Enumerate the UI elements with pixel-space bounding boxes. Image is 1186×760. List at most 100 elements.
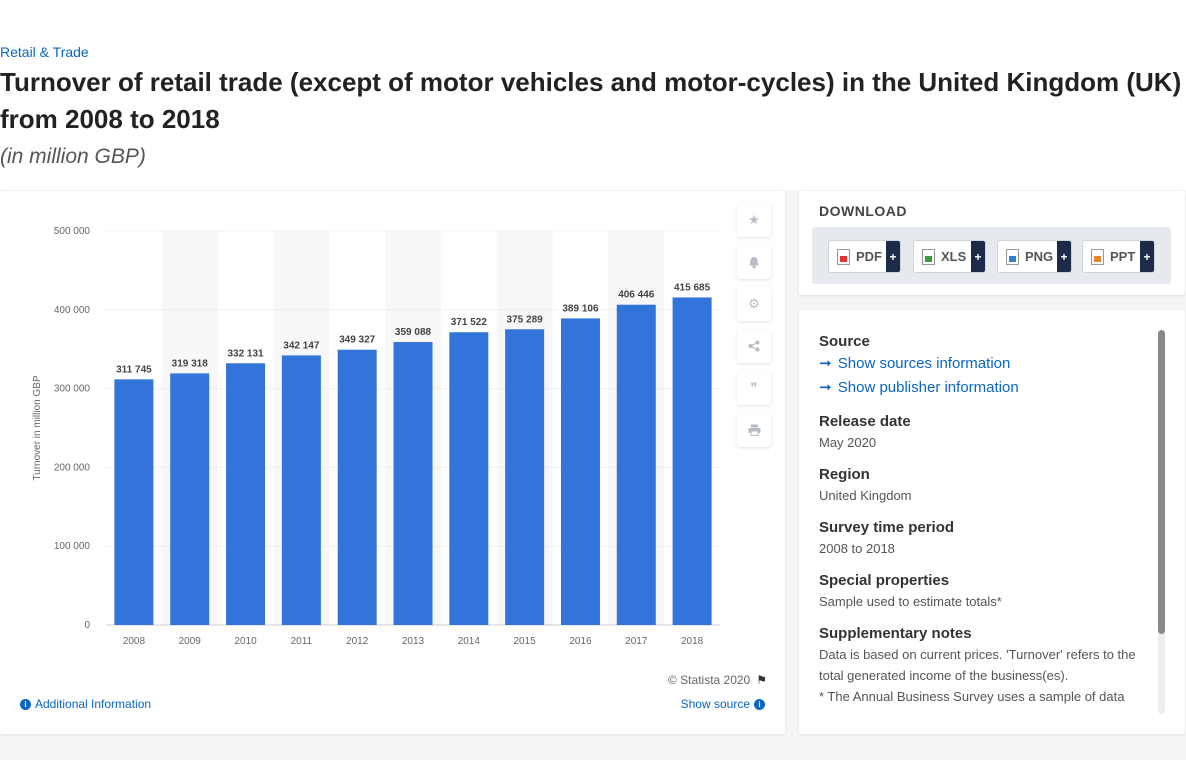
- x-tick-label: 2016: [569, 636, 592, 647]
- data-label: 342 147: [283, 340, 320, 351]
- x-tick-label: 2018: [681, 636, 704, 647]
- arrow-right-icon: ➞: [819, 355, 832, 372]
- source-details: Source ➞ Show sources information ➞ Show…: [819, 332, 1149, 714]
- bar-chart: 0 100 000 200 000 300 000 400 000 500 000 Turn…: [32, 226, 720, 647]
- x-tick-label: 2011: [291, 636, 313, 647]
- chart-tools: ★ ⚙ ❞: [737, 203, 773, 455]
- data-label: 415 685: [674, 282, 711, 293]
- y-tick-label: 400 000: [54, 305, 91, 316]
- y-tick-label: 500 000: [54, 226, 91, 237]
- bar-2009: [170, 373, 210, 625]
- share-icon[interactable]: [737, 329, 771, 363]
- plus-icon[interactable]: +: [1057, 241, 1071, 272]
- download-card: DOWNLOAD PDF + XLS + PNG + PPT +: [799, 191, 1185, 295]
- supplementary-notes-label: Supplementary notes: [819, 625, 972, 642]
- download-ppt-button[interactable]: PPT +: [1082, 240, 1155, 273]
- bar-2014: [449, 332, 489, 625]
- breadcrumb[interactable]: Retail & Trade: [0, 44, 89, 60]
- header-area: Retail & Trade Turnover of retail trade …: [0, 0, 1186, 190]
- x-tick-label: 2015: [514, 636, 537, 647]
- bar-2008: [114, 379, 154, 625]
- special-properties-label: Special properties: [819, 572, 950, 589]
- supplementary-notes-value-2: * The Annual Business Survey uses a samp…: [819, 689, 1125, 704]
- page-title: Turnover of retail trade (except of moto…: [0, 67, 1182, 134]
- bar-2016: [560, 318, 600, 625]
- download-png-label: PNG: [1025, 249, 1054, 264]
- plus-icon[interactable]: +: [1140, 241, 1154, 272]
- info-icon: i: [754, 698, 765, 710]
- bar-2015: [505, 329, 545, 625]
- download-pdf-label: PDF: [856, 249, 882, 264]
- supplementary-notes-value: Data is based on current prices. 'Turnov…: [819, 647, 1136, 683]
- release-date-value: May 2020: [819, 435, 877, 450]
- y-tick-label: 0: [84, 620, 90, 631]
- page-subtitle: (in million GBP): [0, 145, 146, 168]
- data-label: 371 522: [451, 317, 488, 328]
- x-tick-label: 2008: [123, 636, 146, 647]
- star-icon[interactable]: ★: [737, 203, 771, 237]
- show-sources-label: Show sources information: [837, 355, 1011, 372]
- flag-icon[interactable]: ⚑: [756, 673, 767, 687]
- scrollbar-thumb[interactable]: [1158, 330, 1165, 634]
- source-card: Source ➞ Show sources information ➞ Show…: [799, 310, 1185, 734]
- download-png-button[interactable]: PNG +: [997, 240, 1072, 273]
- survey-period-value: 2008 to 2018: [819, 541, 895, 556]
- y-axis-label: Turnover in million GBP: [32, 375, 43, 481]
- x-tick-label: 2010: [234, 636, 257, 647]
- source-label: Source: [819, 333, 870, 350]
- download-bar: PDF + XLS + PNG + PPT +: [812, 227, 1171, 284]
- show-publisher-link[interactable]: ➞ Show publisher information: [819, 376, 1149, 400]
- xls-file-icon: [922, 248, 935, 265]
- bar-2010: [226, 363, 266, 625]
- y-tick-label: 100 000: [54, 541, 91, 552]
- bar-2013: [393, 342, 433, 625]
- credit-text: © Statista 2020: [668, 673, 751, 687]
- bar-2017: [616, 304, 656, 625]
- data-label: 406 446: [618, 290, 655, 301]
- survey-period-label: Survey time period: [819, 519, 955, 536]
- special-properties-value: Sample used to estimate totals*: [819, 594, 1002, 609]
- data-label: 359 088: [395, 327, 432, 338]
- arrow-right-icon: ➞: [819, 379, 832, 396]
- release-date-label: Release date: [819, 413, 911, 430]
- plus-icon[interactable]: +: [971, 241, 985, 272]
- scrollbar[interactable]: [1158, 330, 1165, 714]
- data-label: 319 318: [172, 358, 209, 369]
- data-label: 375 289: [507, 314, 544, 325]
- plus-icon[interactable]: +: [886, 241, 900, 272]
- bar-2011: [281, 355, 321, 625]
- download-ppt-label: PPT: [1110, 249, 1136, 264]
- x-tick-label: 2012: [346, 636, 369, 647]
- png-file-icon: [1006, 248, 1019, 265]
- bell-icon[interactable]: [737, 245, 771, 279]
- x-tick-label: 2014: [458, 636, 481, 647]
- bar-2012: [337, 349, 377, 625]
- data-label: 311 745: [116, 364, 152, 375]
- data-label: 349 327: [339, 335, 376, 346]
- quote-icon[interactable]: ❞: [737, 371, 771, 405]
- download-xls-label: XLS: [941, 249, 967, 264]
- ppt-file-icon: [1091, 248, 1104, 265]
- data-label: 389 106: [562, 303, 599, 314]
- show-source-link[interactable]: Show source i: [681, 697, 765, 711]
- chart-card: 0 100 000 200 000 300 000 400 000 500 000 Turn…: [0, 191, 785, 734]
- region-value: United Kingdom: [819, 488, 912, 503]
- x-tick-label: 2009: [179, 636, 202, 647]
- x-tick-label: 2013: [402, 636, 425, 647]
- region-label: Region: [819, 466, 870, 483]
- y-tick-label: 300 000: [54, 384, 91, 395]
- download-xls-button[interactable]: XLS +: [913, 240, 986, 273]
- print-icon[interactable]: [737, 413, 771, 447]
- download-pdf-button[interactable]: PDF +: [828, 240, 901, 273]
- x-tick-label: 2017: [625, 636, 648, 647]
- info-icon: i: [20, 698, 31, 710]
- gear-icon[interactable]: ⚙: [737, 287, 771, 321]
- show-source-label: Show source: [680, 697, 750, 711]
- download-title: DOWNLOAD: [819, 203, 907, 219]
- bar-2018: [672, 297, 712, 625]
- statista-credit: © Statista 2020 ⚑: [668, 673, 767, 687]
- additional-information-label: Additional Information: [35, 697, 152, 711]
- y-tick-label: 200 000: [54, 462, 91, 473]
- show-sources-link[interactable]: ➞ Show sources information: [819, 352, 1149, 376]
- additional-information-link[interactable]: i Additional Information: [20, 697, 151, 711]
